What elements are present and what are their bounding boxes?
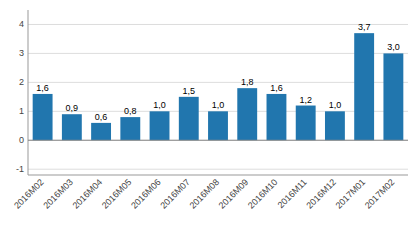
value-label: 0,6 — [95, 112, 108, 122]
value-label: 1,2 — [299, 95, 312, 105]
value-label: 1,6 — [270, 83, 283, 93]
x-tick-label: 2016M11 — [276, 177, 309, 210]
value-label: 1,8 — [241, 77, 254, 87]
x-tick-label: 2016M09 — [217, 177, 251, 211]
y-tick-label: 1 — [19, 106, 24, 116]
bar — [325, 111, 345, 140]
bar — [383, 53, 403, 140]
bar — [179, 97, 199, 140]
bar — [120, 117, 140, 140]
y-tick-label: 4 — [19, 19, 24, 29]
value-label: 1,5 — [183, 86, 196, 96]
x-tick-label: 2016M10 — [246, 177, 280, 211]
zero-line — [28, 140, 408, 141]
grid-line — [28, 82, 408, 83]
bar — [354, 33, 374, 140]
value-label: 3,0 — [387, 42, 400, 52]
grid-line — [28, 169, 408, 170]
x-tick-label: 2017M02 — [363, 177, 397, 211]
bar — [237, 88, 257, 140]
value-label: 0,9 — [66, 103, 79, 113]
x-tick-label: 2016M07 — [158, 177, 192, 211]
grid-line — [28, 53, 408, 54]
x-tick-label: 2016M04 — [71, 177, 105, 211]
x-tick-label: 2016M08 — [187, 177, 221, 211]
bars — [33, 33, 404, 140]
value-label: 0,8 — [124, 106, 137, 116]
x-tick-label: 2016M02 — [12, 177, 46, 211]
bar — [33, 94, 53, 140]
y-tick-label: 3 — [19, 48, 24, 58]
chart: -1 0 1 2 3 4 1,6 0,9 0,6 0,8 1,0 1,5 1,0 1,8 1,6 1,2 1,0… — [0, 0, 416, 227]
value-label: 3,7 — [358, 22, 371, 32]
y-axis-line — [28, 10, 29, 175]
bar — [62, 114, 82, 140]
bar — [150, 111, 170, 140]
grid-line — [28, 140, 408, 141]
x-tick-label: 2017M01 — [334, 177, 368, 211]
bar — [91, 123, 111, 140]
value-label: 1,0 — [212, 100, 225, 110]
value-label: 1,6 — [36, 83, 49, 93]
value-label: 1,0 — [329, 100, 342, 110]
y-tick-label: 0 — [19, 135, 24, 145]
x-tick-label: 2016M12 — [304, 177, 338, 211]
grid-line — [28, 24, 408, 25]
x-axis-line — [28, 175, 408, 176]
bar — [296, 106, 316, 141]
y-tick-label: -1 — [16, 164, 24, 174]
x-tick-label: 2016M03 — [41, 177, 75, 211]
y-tick-label: 2 — [19, 77, 24, 87]
x-tick-label: 2016M06 — [129, 177, 163, 211]
bar — [267, 94, 287, 140]
bar — [208, 111, 228, 140]
grid — [28, 24, 408, 169]
value-label: 1,0 — [153, 100, 166, 110]
x-tick-label: 2016M05 — [100, 177, 134, 211]
